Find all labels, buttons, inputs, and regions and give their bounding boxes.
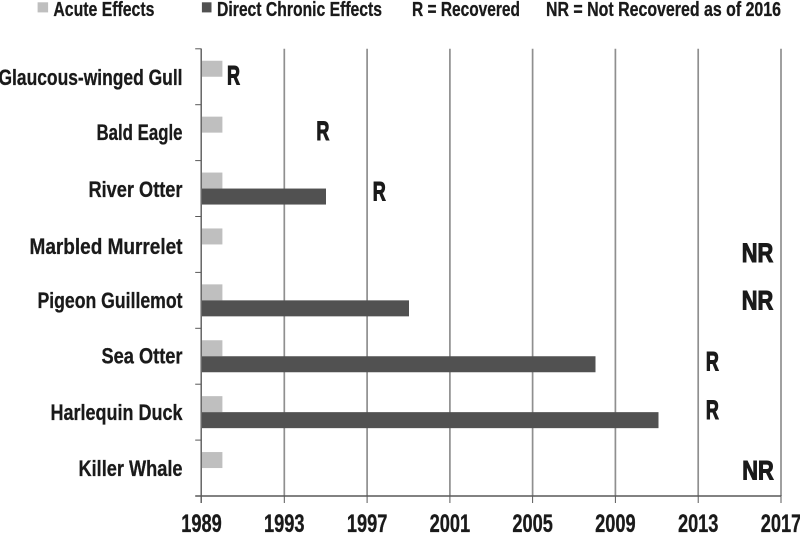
svg-text:R: R [706,347,719,377]
svg-text:NR = Not Recovered as of 2016: NR = Not Recovered as of 2016 [546,0,781,21]
svg-text:R: R [373,176,386,206]
svg-text:1989: 1989 [181,510,222,533]
svg-text:Harlequin Duck: Harlequin Duck [51,400,183,425]
svg-text:Killer Whale: Killer Whale [79,456,183,481]
svg-text:Direct Chronic Effects: Direct Chronic Effects [217,0,382,21]
svg-text:1993: 1993 [264,510,305,533]
svg-text:NR: NR [742,456,774,486]
svg-text:Bald Eagle: Bald Eagle [97,120,183,145]
svg-text:2005: 2005 [512,510,553,533]
svg-text:River Otter: River Otter [89,177,183,202]
svg-text:R = Recovered: R = Recovered [412,0,520,21]
svg-text:Sea Otter: Sea Otter [102,344,183,369]
svg-text:Glaucous-winged Gull: Glaucous-winged Gull [0,65,183,90]
svg-text:Pigeon Guillemot: Pigeon Guillemot [38,288,183,313]
svg-text:2013: 2013 [678,510,719,533]
svg-text:Acute Effects: Acute Effects [53,0,154,21]
svg-text:NR: NR [742,286,774,316]
svg-text:NR: NR [742,238,774,268]
svg-text:R: R [706,395,719,425]
svg-text:R: R [227,61,240,91]
svg-text:R: R [316,116,329,146]
svg-text:2017: 2017 [761,510,800,533]
svg-text:1997: 1997 [347,510,388,533]
svg-text:2009: 2009 [595,510,636,533]
svg-text:2001: 2001 [430,510,471,533]
svg-text:Marbled Murrelet: Marbled Murrelet [30,234,183,259]
